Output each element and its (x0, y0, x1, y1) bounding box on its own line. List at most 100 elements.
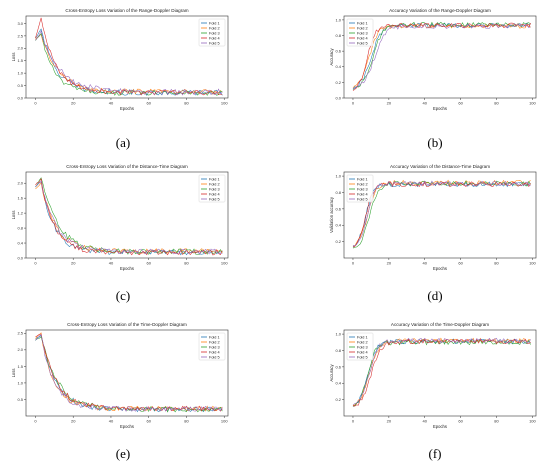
series-line-fold-2 (352, 337, 531, 406)
legend-entry: Fold 5 (357, 41, 368, 45)
chart-panel-c: Cross-Entropy Loss Variation of the Dist… (11, 164, 228, 271)
y-tick-label: 3.0 (17, 21, 23, 26)
chart-panel-d: Accuracy Variation of the Distance-Time … (329, 164, 537, 271)
chart-title: Cross-Entropy Loss Variation of the Time… (67, 322, 187, 327)
y-tick-label: 0.6 (335, 49, 341, 54)
x-tick-label: 0 (34, 101, 37, 106)
axes-frame (25, 171, 229, 259)
series-line-fold-2 (35, 182, 223, 255)
x-tick-label: 80 (494, 101, 499, 106)
y-tick-label: 0.6 (335, 206, 341, 211)
x-tick-label: 0 (352, 101, 355, 106)
legend-entry: Fold 1 (357, 177, 368, 181)
y-tick-label: 1.0 (335, 17, 341, 22)
series-line-fold-4 (35, 333, 223, 412)
y-tick-label: 1.5 (17, 364, 23, 369)
legend-entry: Fold 1 (357, 335, 368, 339)
x-tick-label: 60 (146, 101, 151, 106)
y-tick-label: 1.6 (17, 196, 23, 201)
legend-entry: Fold 5 (357, 355, 368, 359)
x-tick-label: 100 (529, 261, 536, 266)
legend-entry: Fold 3 (357, 187, 368, 191)
legend-entry: Fold 4 (357, 350, 368, 354)
series-line-fold-4 (352, 181, 531, 248)
axes-frame (25, 329, 229, 417)
x-tick-label: 20 (387, 261, 392, 266)
legend-box (198, 174, 226, 203)
x-tick-label: 40 (423, 101, 428, 106)
legend-entry: Fold 4 (357, 36, 368, 40)
y-tick-label: 0.4 (335, 223, 341, 228)
y-tick-label: 0.0 (335, 95, 341, 100)
x-tick-label: 60 (458, 101, 463, 106)
series-line-fold-5 (352, 23, 531, 90)
series-line-fold-2 (352, 23, 531, 88)
legend-entry: Fold 1 (209, 335, 220, 339)
x-tick-label: 80 (184, 101, 189, 106)
series-line-fold-5 (35, 334, 223, 412)
legend-entry: Fold 3 (209, 187, 220, 191)
y-tick-label: 0.8 (17, 225, 23, 230)
y-tick-label: 2.0 (17, 46, 23, 51)
series-line-fold-1 (35, 28, 223, 96)
chart-panel-b: Accuracy Variation of the Range-Doppler … (329, 8, 537, 111)
panel-label-e: (e) (116, 446, 130, 461)
series-line-fold-5 (352, 180, 531, 246)
y-axis-label: Loss (11, 369, 16, 378)
x-tick-label: 60 (146, 261, 151, 266)
series-line-fold-2 (35, 332, 223, 412)
legend-entry: Fold 4 (209, 192, 220, 196)
x-tick-label: 100 (529, 101, 536, 106)
axes-frame (343, 171, 537, 259)
y-tick-label: 0.0 (17, 95, 23, 100)
axes-frame (343, 329, 537, 417)
legend-box (346, 332, 374, 361)
legend-entry: Fold 2 (209, 182, 220, 186)
x-tick-label: 40 (423, 419, 428, 424)
y-tick-label: 0.8 (335, 348, 341, 353)
legend-entry: Fold 5 (209, 197, 220, 201)
panel-label-c: (c) (116, 288, 130, 303)
axes-frame (25, 15, 229, 99)
y-axis-label: Loss (11, 53, 16, 62)
y-tick-label: 0.0 (17, 255, 23, 260)
x-axis-label: Epochs (120, 106, 134, 111)
x-tick-label: 20 (387, 101, 392, 106)
x-tick-label: 0 (352, 419, 355, 424)
x-tick-label: 20 (71, 261, 76, 266)
y-tick-label: 0.4 (335, 381, 341, 386)
x-tick-label: 20 (71, 101, 76, 106)
series-line-fold-3 (35, 336, 223, 413)
y-tick-label: 0.5 (17, 83, 23, 88)
series-line-fold-3 (35, 177, 223, 255)
x-tick-label: 0 (34, 261, 37, 266)
legend-box (346, 18, 374, 47)
x-tick-label: 100 (529, 419, 536, 424)
y-tick-label: 0.4 (17, 240, 23, 245)
series-line-fold-5 (35, 30, 223, 96)
x-axis-label: Epochs (120, 266, 134, 271)
x-tick-label: 80 (184, 261, 189, 266)
panel-label-a: (a) (116, 135, 130, 150)
series-line-fold-1 (352, 181, 531, 247)
series-line-fold-1 (35, 181, 223, 256)
chart-title: Cross-Entropy Loss Variation of the Dist… (66, 164, 188, 169)
y-axis-label: Loss (11, 211, 16, 220)
y-tick-label: 1.0 (335, 331, 341, 336)
x-tick-label: 60 (458, 419, 463, 424)
series-line-fold-1 (35, 334, 223, 413)
chart-title: Accuracy Variation of the Time-Doppler D… (391, 322, 489, 327)
y-tick-label: 2.5 (17, 331, 23, 336)
y-tick-label: 0.8 (335, 190, 341, 195)
x-tick-label: 100 (221, 261, 228, 266)
series-line-fold-5 (35, 180, 223, 255)
series-line-fold-4 (35, 177, 223, 256)
panel-label-d: (d) (427, 288, 442, 303)
x-tick-label: 40 (109, 261, 114, 266)
legend-entry: Fold 3 (209, 345, 220, 349)
series-line-fold-3 (352, 180, 531, 249)
legend-box (346, 174, 374, 203)
y-tick-label: 2.5 (17, 33, 23, 38)
